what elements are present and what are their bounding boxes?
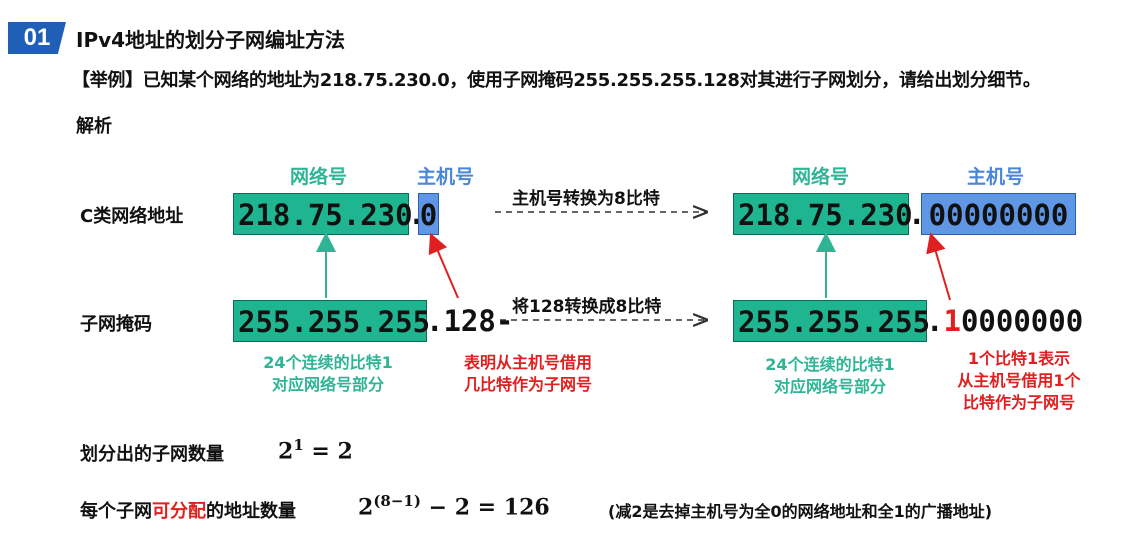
addr-count-label-highlight: 可分配 xyxy=(152,501,206,522)
right-red-note-line3: 比特作为子网号 xyxy=(962,393,1075,412)
host-header-right: 主机号 xyxy=(967,166,1025,188)
left-green-note: 24个连续的比特1 对应网络号部分 xyxy=(246,352,410,396)
conversion-mask-label: 将128转换成8比特 xyxy=(512,297,662,317)
addr-count-result: − 2 = 126 xyxy=(420,494,550,521)
right-green-note-line1: 24个连续的比特1 xyxy=(765,355,895,374)
left-green-note-line1: 24个连续的比特1 xyxy=(263,353,393,372)
addr-count-label-post: 的地址数量 xyxy=(206,501,296,522)
section-badge: 01 xyxy=(8,22,66,54)
conversion-host-label: 主机号转换为8比特 xyxy=(512,189,660,209)
right-red-note-line1: 1个比特1表示 xyxy=(967,349,1071,368)
subnet-count-exp: 1 xyxy=(293,436,304,454)
right-mask-bits: .10000000 xyxy=(926,300,1083,342)
addr-count-formula: 2(8−1) − 2 = 126 xyxy=(358,492,550,520)
subnet-count-result: = 2 xyxy=(303,438,353,465)
right-mask-net-box: 255.255.255 xyxy=(733,300,930,342)
subnet-count-base: 2 xyxy=(278,438,294,465)
analysis-label: 解析 xyxy=(76,116,112,137)
right-red-note-line2: 从主机号借用1个 xyxy=(957,371,1081,390)
subnet-count-formula: 21 = 2 xyxy=(278,436,353,464)
right-mask-dot: . xyxy=(926,304,944,338)
addr-count-label: 每个子网可分配的地址数量 xyxy=(80,497,296,523)
left-green-note-line2: 对应网络号部分 xyxy=(271,375,384,394)
subnet-count-label: 划分出的子网数量 xyxy=(80,444,224,465)
addr-count-base: 2 xyxy=(358,494,374,521)
left-host-arrow xyxy=(428,232,459,299)
right-red-note: 1个比特1表示 从主机号借用1个 比特作为子网号 xyxy=(934,348,1104,414)
page-title: IPv4地址的划分子网编址方法 xyxy=(76,28,346,52)
addr-count-exp: (8−1) xyxy=(373,492,421,510)
left-red-note: 表明从主机号借用 几比特作为子网号 xyxy=(438,352,618,396)
right-green-note-line2: 对应网络号部分 xyxy=(773,377,886,396)
host-header-left: 主机号 xyxy=(417,166,475,188)
left-addr-host-box: 0 xyxy=(418,193,439,235)
left-red-note-line1: 表明从主机号借用 xyxy=(463,353,592,372)
right-mask-borrowed-bit: 1 xyxy=(943,304,961,338)
right-addr-host-box: 00000000 xyxy=(921,193,1076,235)
row-label-mask: 子网掩码 xyxy=(80,314,152,335)
left-mask-net-box: 255.255.255 xyxy=(233,300,430,342)
row-label-c-class: C类网络地址 xyxy=(80,206,184,227)
right-green-note: 24个连续的比特1 对应网络号部分 xyxy=(748,354,912,398)
addr-count-label-pre: 每个子网 xyxy=(80,501,152,522)
left-mask-rest: .128- xyxy=(426,304,514,338)
right-addr-net-box: 218.75.230 xyxy=(733,193,913,235)
net-header-right: 网络号 xyxy=(792,166,850,188)
right-host-arrow xyxy=(926,232,951,301)
left-red-note-line2: 几比特作为子网号 xyxy=(463,375,592,394)
net-header-left: 网络号 xyxy=(290,166,348,188)
addr-count-note: (减2是去掉主机号为全0的网络地址和全1的广播地址) xyxy=(608,502,993,521)
example-text: 【举例】已知某个网络的地址为218.75.230.0，使用子网掩码255.255… xyxy=(72,70,1041,91)
right-mask-zero-bits: 0000000 xyxy=(960,304,1084,338)
